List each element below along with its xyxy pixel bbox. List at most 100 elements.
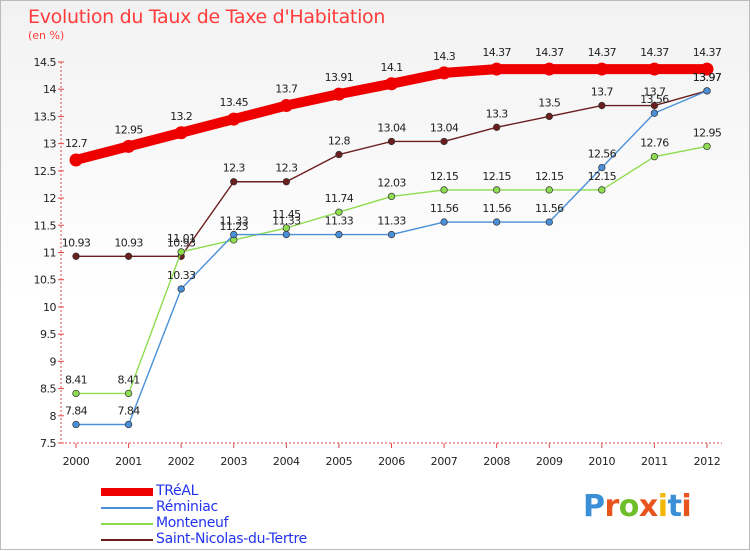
y-tick-label: 13.5 [34,110,57,123]
x-tick-label: 2012 [694,455,721,468]
proxiti-logo: Proxiti [583,489,692,524]
data-point [124,389,133,398]
data-label: 12.76 [640,137,669,150]
data-point [230,178,238,186]
data-label: 12.8 [328,135,351,148]
y-tick-label: 12.5 [34,165,57,178]
logo-letter: x [638,489,658,524]
data-label: 11.33 [377,215,406,228]
chart-data-labels: 12.7 12.95 13.2 13.45 13.7 13.91 14.1 14.3 14.37… [62,46,723,417]
data-point [650,153,659,161]
legend-label: Monteneuf [156,515,229,531]
data-point [493,123,501,131]
data-label: 12.95 [114,123,143,136]
data-label: 14.1 [380,61,402,74]
data-point [279,99,293,113]
data-label: 11.56 [535,202,564,215]
data-label: 14.37 [482,46,511,59]
data-label: 10.93 [114,236,143,249]
data-label: 13.97 [693,71,722,84]
y-tick-label: 9.5 [40,328,56,341]
data-label: 13.2 [170,110,192,123]
data-point [332,87,346,101]
data-point [545,218,553,226]
data-point [387,230,396,239]
data-point [437,66,451,80]
data-label: 12.03 [377,176,406,189]
data-label: 11.74 [325,192,354,205]
data-label: 14.3 [433,50,456,63]
data-label: 13.91 [325,71,354,84]
x-tick-label: 2002 [168,455,195,468]
data-point [703,142,711,151]
data-label: 11.33 [220,215,249,228]
data-label: 12.7 [65,137,88,150]
y-tick-label: 9 [50,355,57,368]
data-label: 14.37 [693,46,722,59]
data-label: 10.33 [167,269,196,282]
x-tick-label: 2001 [115,455,142,468]
data-point [595,62,609,76]
data-label: 13.45 [220,96,249,109]
legend-swatch [101,507,153,509]
data-point [490,62,504,76]
data-point [72,420,80,429]
data-point [647,62,661,76]
data-label: 7.84 [118,404,141,417]
chart-unit: (en %) [28,29,65,42]
data-label: 12.3 [275,162,298,175]
data-label: 11.56 [482,202,511,215]
y-tick-label: 10.5 [34,274,57,287]
data-label: 13.04 [430,121,459,134]
x-tick-label: 2000 [63,455,90,468]
data-label: 13.7 [643,86,666,99]
data-point [72,252,80,260]
chart-title: Evolution du Taux de Taxe d'Habitation [28,6,386,28]
data-label: 12.95 [693,126,722,139]
x-tick-label: 2007 [431,455,458,468]
legend-label: Saint-Nicolas-du-Tertre [156,531,307,547]
data-point [440,137,448,146]
y-tick-label: 10 [43,301,56,314]
data-point [282,178,290,186]
y-tick-label: 13 [43,138,56,151]
x-tick-label: 2010 [588,455,615,468]
data-label: 8.41 [118,373,140,386]
y-tick-label: 8.5 [40,383,56,396]
x-tick-label: 2006 [378,455,405,468]
data-point [177,285,185,293]
legend-swatch [101,488,153,496]
data-label: 10.93 [62,236,91,249]
data-point [124,420,133,429]
y-tick-label: 11.5 [34,219,57,232]
data-label: 13.7 [591,86,614,99]
data-label: 12.15 [588,170,617,183]
data-label: 13.7 [275,83,298,96]
data-label: 11.45 [272,208,301,221]
data-label: 7.84 [65,404,88,417]
data-label: 11.23 [220,220,249,233]
data-label: 11.56 [430,202,459,215]
data-label: 13.56 [640,93,669,106]
legend-swatch [101,523,153,525]
data-point [387,192,396,201]
data-label: 13.04 [377,121,406,134]
data-label: 14.37 [640,46,669,59]
data-point [703,87,711,95]
data-point [122,139,136,153]
legend-swatch [101,539,153,541]
data-label: 11.33 [325,215,354,228]
data-point [387,137,396,146]
chart-axes: 7.5 8 8.5 9 9.5 10 10.5 11 11.5 12 12.5 13 13.5 14 14.… [34,56,722,468]
data-point [545,112,553,121]
legend-label: TRéAL [156,483,199,499]
data-point [598,163,606,172]
data-point [174,126,188,140]
data-point [282,230,290,239]
logo-letter: P [583,489,605,524]
data-point [650,101,659,110]
data-label: 11.33 [272,215,301,228]
data-label: 12.15 [430,170,459,183]
data-point [69,153,83,167]
